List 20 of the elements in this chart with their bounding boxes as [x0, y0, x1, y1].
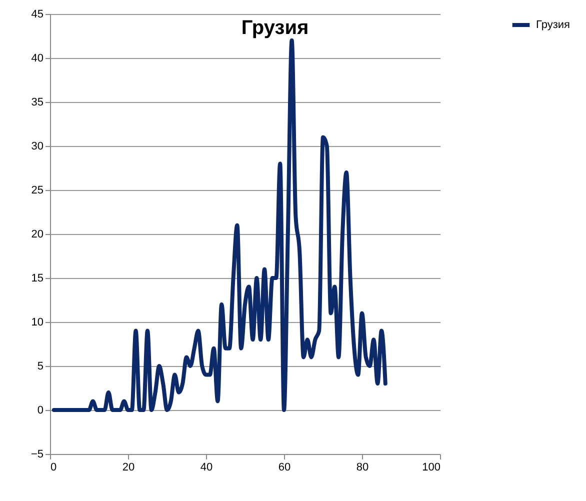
- y-tick-label: 0: [37, 404, 44, 416]
- line-series: [52, 38, 388, 412]
- y-tick-label: 20: [31, 228, 44, 240]
- x-tick-label: 0: [50, 462, 57, 474]
- y-tick-label: 45: [31, 8, 44, 20]
- x-tick-label: 20: [122, 462, 135, 474]
- y-tick-label: 30: [31, 140, 44, 152]
- x-tick-label: 80: [356, 462, 369, 474]
- legend-label: Грузия: [536, 19, 570, 31]
- x-tick-label: 60: [278, 462, 291, 474]
- y-tick-label: −5: [30, 448, 44, 460]
- chart-title: Грузия: [241, 17, 309, 39]
- y-tick-label: 25: [31, 184, 44, 196]
- y-tick-label: 10: [31, 316, 44, 328]
- x-tick-label: 100: [422, 462, 440, 474]
- y-tick-label: 5: [37, 360, 44, 372]
- y-tick-label: 35: [31, 96, 44, 108]
- x-tick-label: 40: [200, 462, 213, 474]
- y-tick-label: 40: [31, 52, 44, 64]
- y-tick-label: 15: [31, 272, 44, 284]
